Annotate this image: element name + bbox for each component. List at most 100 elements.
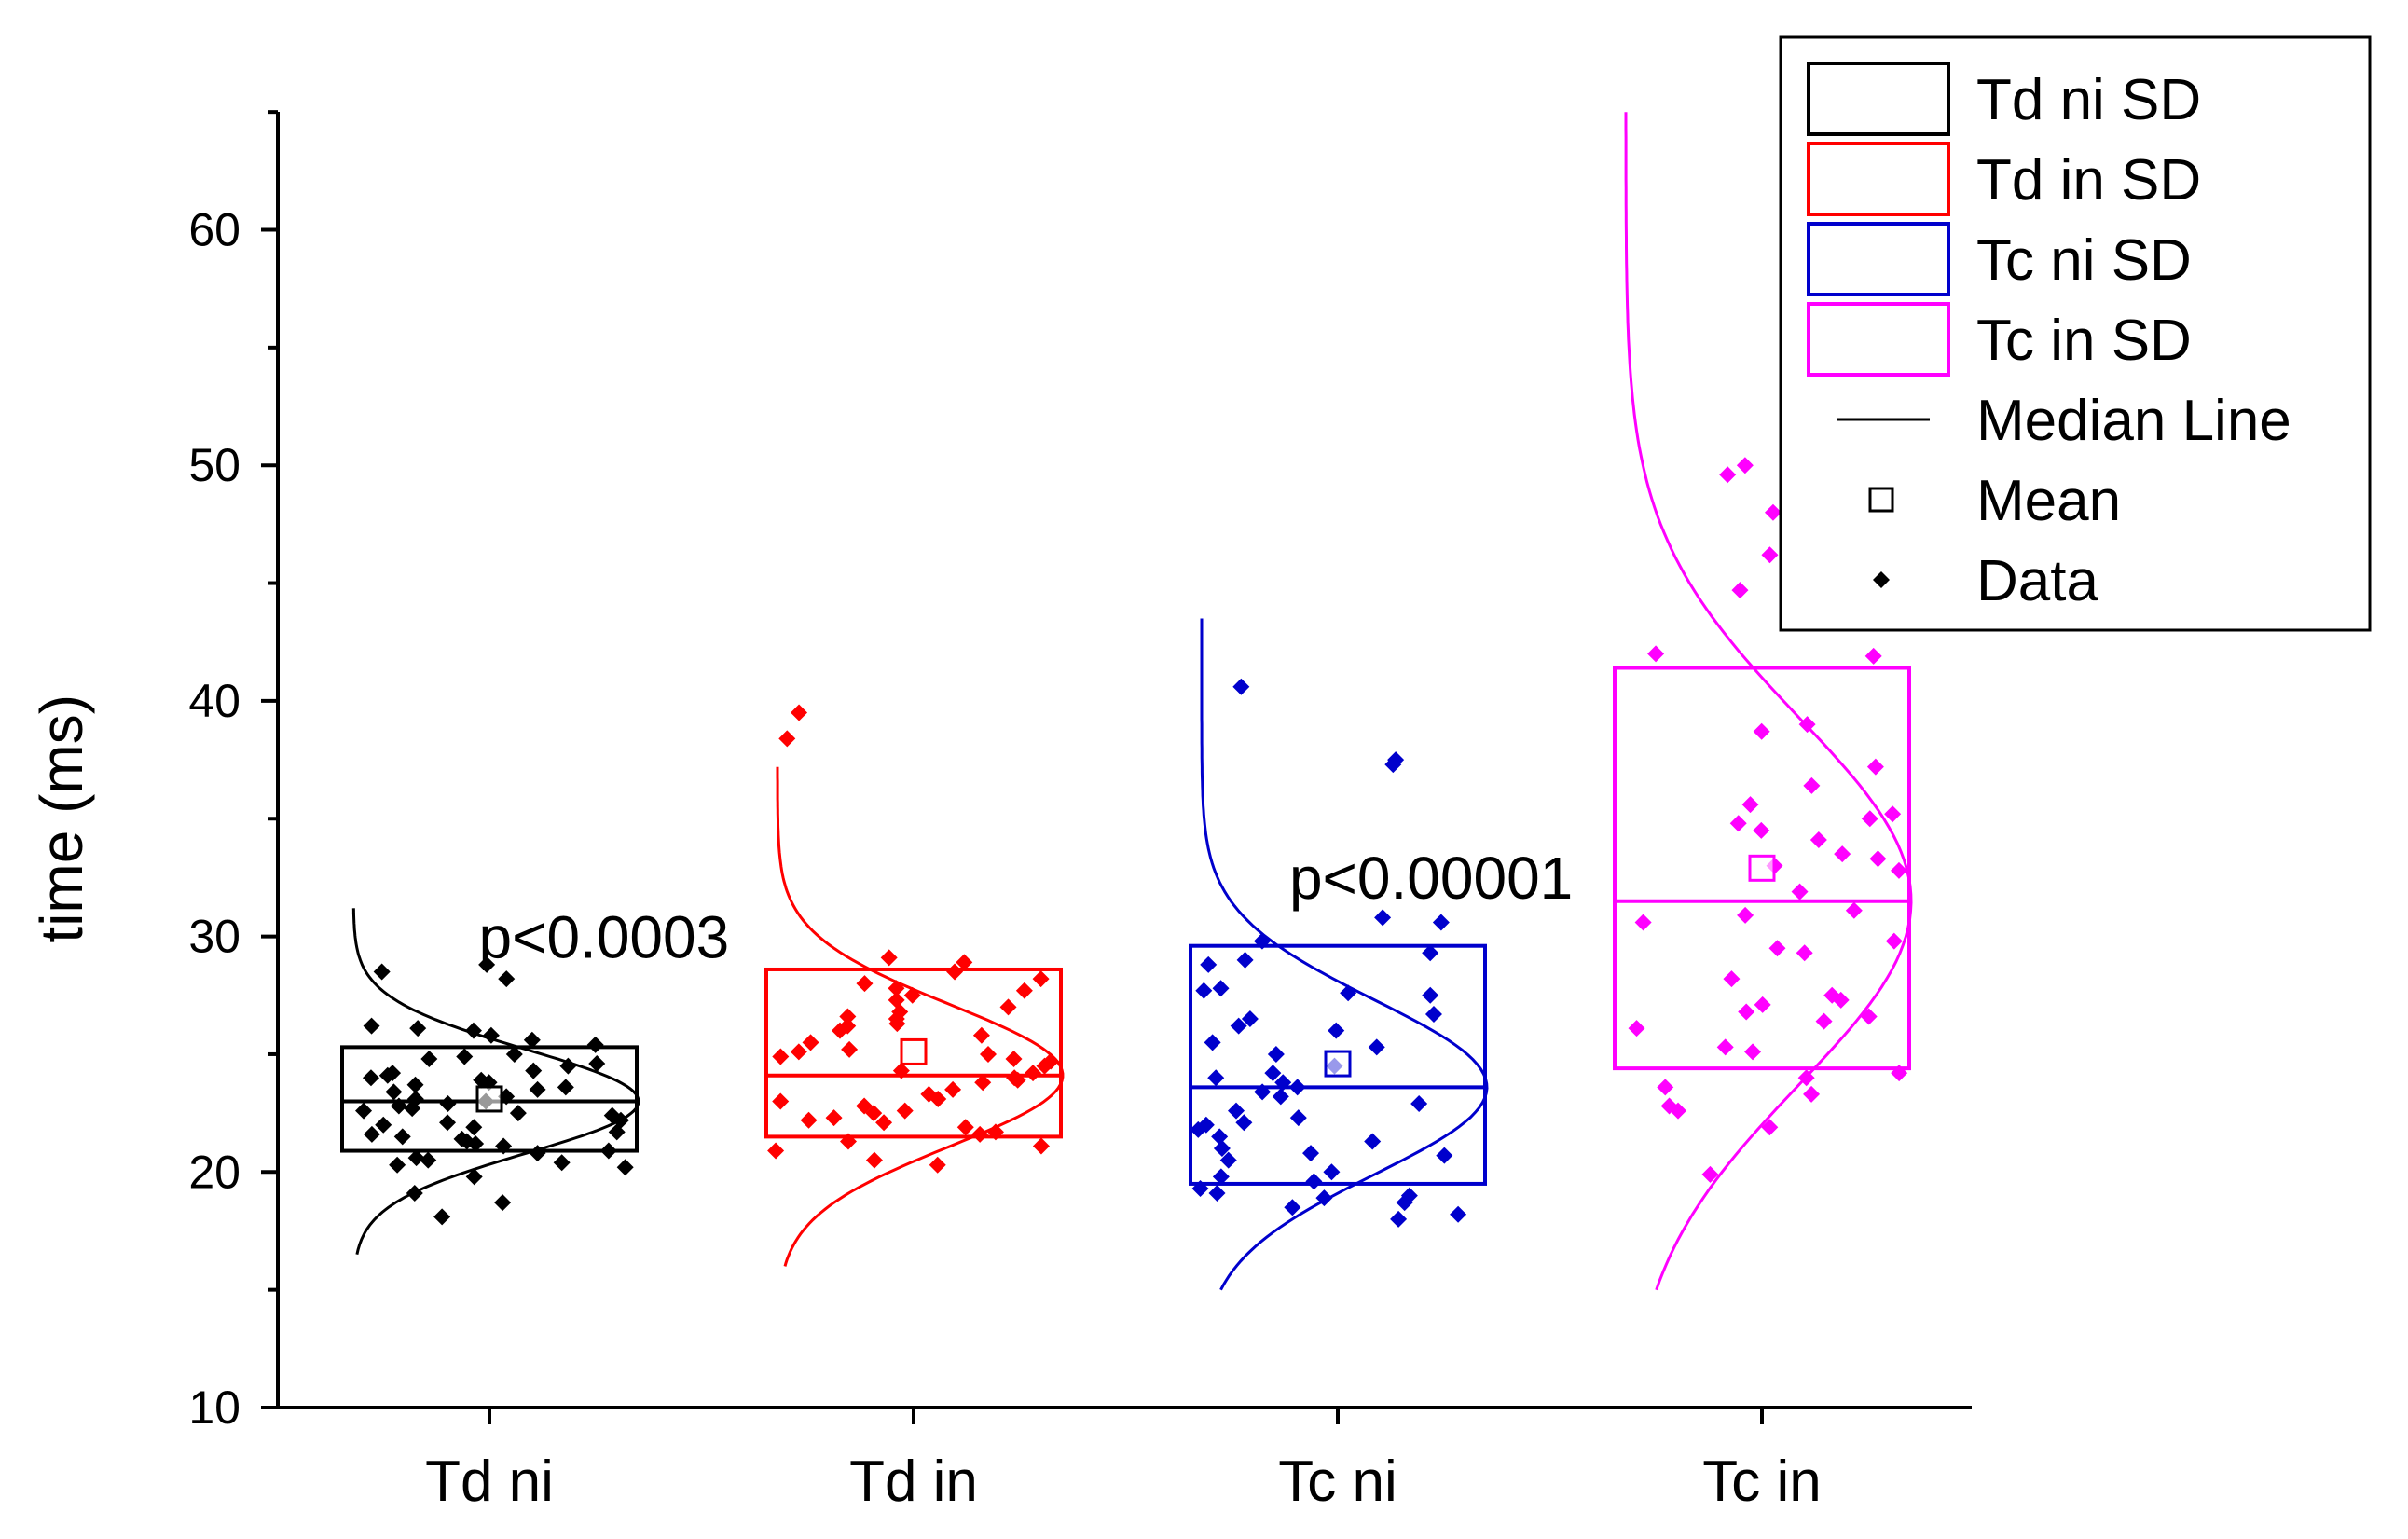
legend: Td ni SD Td in SD Tc ni SD Tc in SD Median L… xyxy=(1779,35,2372,632)
data-point xyxy=(608,1123,626,1141)
data-point xyxy=(439,1114,457,1132)
data-point xyxy=(363,1125,380,1143)
data-point xyxy=(1197,1116,1215,1134)
data-point xyxy=(790,1043,807,1061)
data-point xyxy=(1422,944,1439,962)
data-point xyxy=(929,1156,946,1174)
data-point xyxy=(1211,1128,1229,1146)
data-point xyxy=(1791,883,1809,900)
data-point xyxy=(378,1066,396,1084)
data-point xyxy=(1723,970,1741,988)
plot-area xyxy=(340,112,1913,1291)
data-point xyxy=(505,1045,523,1063)
data-point xyxy=(979,1045,997,1063)
legend-item: Tc in SD xyxy=(1807,302,2192,377)
data-point xyxy=(1264,1065,1282,1082)
data-point xyxy=(944,1080,962,1098)
data-point xyxy=(1191,1179,1209,1197)
data-point xyxy=(1436,1147,1453,1164)
legend-label: Mean xyxy=(1976,469,2121,533)
data-point xyxy=(1628,1020,1645,1037)
sd-box xyxy=(1613,666,1911,1071)
data-point xyxy=(1410,1095,1428,1113)
y-tick-label: 20 xyxy=(188,1146,241,1198)
data-point xyxy=(523,1031,541,1049)
data-point xyxy=(393,1128,411,1146)
data-point xyxy=(1797,1069,1815,1087)
data-point xyxy=(1042,1052,1060,1070)
data-point xyxy=(1768,940,1786,957)
data-point xyxy=(1288,1079,1306,1096)
data-point xyxy=(791,704,808,721)
x-tick-label: Tc ni xyxy=(1278,1450,1397,1514)
mean-marker xyxy=(1324,1050,1352,1078)
legend-label: Td in SD xyxy=(1976,148,2201,213)
data-point xyxy=(1866,758,1884,776)
data-point xyxy=(1634,914,1652,931)
data-point xyxy=(453,1130,471,1147)
data-point xyxy=(1753,821,1770,839)
data-point xyxy=(999,998,1017,1016)
data-point xyxy=(1254,1083,1272,1101)
data-point xyxy=(373,963,391,981)
legend-item: Tc ni SD xyxy=(1807,222,2192,296)
data-point xyxy=(1761,546,1779,564)
data-point xyxy=(1864,647,1882,665)
data-point xyxy=(1390,1210,1408,1228)
data-point xyxy=(1861,810,1878,828)
data-point xyxy=(1798,716,1816,734)
legend-item: Data xyxy=(1873,549,2098,613)
legend-item: Td in SD xyxy=(1807,142,2201,216)
data-point xyxy=(498,970,516,988)
data-point xyxy=(974,1074,992,1092)
data-point xyxy=(1230,1017,1247,1035)
data-point xyxy=(1384,756,1402,774)
data-point xyxy=(888,980,905,997)
data-point xyxy=(1267,1045,1285,1063)
data-point xyxy=(1737,906,1754,924)
data-point xyxy=(588,1055,606,1073)
data-point xyxy=(1815,1012,1833,1030)
x-tick-label: Td in xyxy=(849,1450,978,1514)
data-point xyxy=(1701,1165,1719,1183)
data-point xyxy=(1885,932,1903,950)
data-point xyxy=(1204,1034,1221,1051)
data-point xyxy=(1364,1133,1382,1150)
data-point xyxy=(1305,1173,1323,1190)
sd-box xyxy=(764,967,1063,1139)
group-tc-ni xyxy=(1189,618,1489,1291)
data-point xyxy=(439,1095,457,1113)
data-point xyxy=(1315,1189,1333,1207)
data-point xyxy=(1195,982,1213,999)
data-point xyxy=(616,1159,634,1176)
data-point xyxy=(971,1125,989,1143)
data-point xyxy=(1764,503,1782,521)
data-point xyxy=(1716,1038,1734,1056)
legend-swatch-box xyxy=(1807,222,1950,296)
data-point xyxy=(586,1036,604,1053)
data-point xyxy=(482,1026,500,1044)
data-point xyxy=(1860,1008,1878,1025)
data-point xyxy=(390,1097,407,1115)
data-point xyxy=(1670,1102,1687,1120)
p-value-annotation: p<0.0003 xyxy=(478,903,729,970)
data-point xyxy=(1890,861,1907,879)
legend-label: Tc in SD xyxy=(1976,309,2192,373)
data-point xyxy=(433,1208,451,1226)
data-point xyxy=(465,1119,483,1136)
data-point xyxy=(1208,1185,1226,1202)
data-point xyxy=(865,1105,883,1122)
data-point xyxy=(1719,466,1737,484)
data-point xyxy=(1729,815,1747,832)
data-point xyxy=(832,1022,849,1039)
legend-swatch-diamond xyxy=(1873,571,1890,588)
data-point xyxy=(1340,984,1357,1002)
data-point xyxy=(888,991,905,1009)
group-tc-in xyxy=(1613,112,1913,1291)
data-point xyxy=(407,1149,425,1167)
data-point xyxy=(875,1114,893,1132)
data-point xyxy=(404,1100,421,1118)
y-tick-label: 60 xyxy=(188,204,241,256)
data-point xyxy=(840,1133,858,1150)
